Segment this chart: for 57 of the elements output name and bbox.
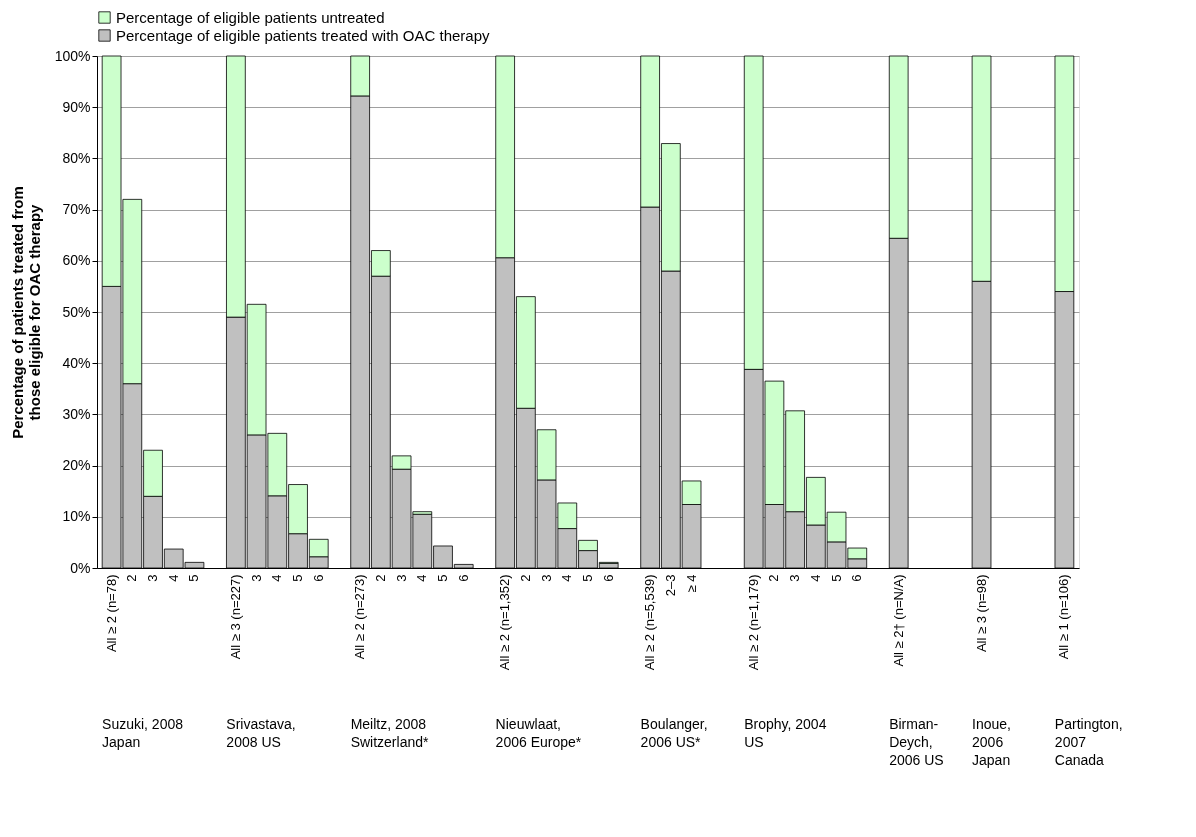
x-tick-label: 6 xyxy=(849,574,865,582)
x-tick-label: 5 xyxy=(435,574,451,582)
y-tick-label: 30% xyxy=(62,405,91,422)
y-tick-label: 60% xyxy=(62,252,91,269)
x-tick-label: 4 xyxy=(559,574,575,582)
x-tick-label: 2 xyxy=(517,574,533,582)
y-tick-label: 70% xyxy=(62,201,91,218)
x-tick-label: 3 xyxy=(393,574,409,582)
y-axis-title: Percentage of patients treated from those eligible for OAC therapy xyxy=(8,186,43,439)
x-tick-label: 5 xyxy=(828,574,844,582)
x-tick-label: All ≥ 2 (n=1,179) xyxy=(745,574,761,671)
text: Partington, 2007 Canada xyxy=(1054,716,1123,768)
x-tick-label: All ≥ 2 (n=273) xyxy=(352,574,368,660)
legend-label: Percentage of eligible patients treated with OAC therapy xyxy=(116,26,491,44)
x-tick-label: 2 xyxy=(372,574,388,582)
y-tick-label: 10% xyxy=(62,508,91,525)
x-tick-label: 3 xyxy=(145,574,161,582)
legend-label: Percentage of eligible patients untreated xyxy=(116,8,385,26)
text: Inoue, 2006 Japan xyxy=(972,716,1011,768)
x-tick-label: All ≥ 2 (n=1,352) xyxy=(497,574,513,671)
y-tick-label: 90% xyxy=(62,98,91,115)
x-tick-label: 5 xyxy=(186,574,202,582)
x-tick-label: 5 xyxy=(580,574,595,582)
x-tick-label: 4 xyxy=(414,574,430,582)
text: Meiltz, 2008 Switzerland* xyxy=(350,716,429,750)
x-tick-label: 3 xyxy=(787,574,803,582)
x-tick-label: 3 xyxy=(538,574,554,582)
x-tick-label: 2–3 xyxy=(662,574,678,597)
text: Boulanger, 2006 US* xyxy=(640,716,708,750)
x-tick-label: 3 xyxy=(248,574,264,582)
x-tick-label: All ≥ 2 (n=5,539) xyxy=(642,574,658,671)
text: Brophy, 2004 US xyxy=(744,716,827,750)
x-tick-label: All ≥ 3 (n=227) xyxy=(227,574,243,660)
x-tick-label: 2 xyxy=(124,574,140,582)
text: Suzuki, 2008 Japan xyxy=(102,716,184,750)
y-tick-label: 50% xyxy=(62,303,91,320)
x-tick-label: 4 xyxy=(269,574,285,582)
y-tick-label: 0% xyxy=(70,559,91,576)
y-tick-label: 100% xyxy=(54,47,91,64)
text: Birman- Deych, 2006 US xyxy=(889,716,944,768)
x-tick-label: All ≥ 1 (n=106) xyxy=(1056,574,1072,660)
y-tick-label: 80% xyxy=(62,149,91,166)
x-tick-label: All ≥ 2 (n=78) xyxy=(103,574,119,653)
x-tick-label: 6 xyxy=(455,574,471,582)
x-tick-label: 5 xyxy=(290,574,306,582)
x-tick-label: 6 xyxy=(600,574,616,582)
text: Srivastava, 2008 US xyxy=(226,716,296,750)
x-tick-label: 6 xyxy=(310,574,326,582)
x-tick-label: All ≥ 3 (n=98) xyxy=(973,574,989,653)
x-tick-label: 4 xyxy=(807,574,823,582)
x-tick-label: 4 xyxy=(165,574,181,582)
x-tick-label: 2 xyxy=(766,574,782,582)
text: Nieuwlaat, 2006 Europe* xyxy=(495,716,582,750)
x-tick-label: ≥ 4 xyxy=(683,574,699,593)
y-tick-label: 20% xyxy=(62,457,91,474)
x-tick-label: All ≥ 2† (n=N/A) xyxy=(890,574,906,667)
y-tick-label: 40% xyxy=(62,354,91,371)
